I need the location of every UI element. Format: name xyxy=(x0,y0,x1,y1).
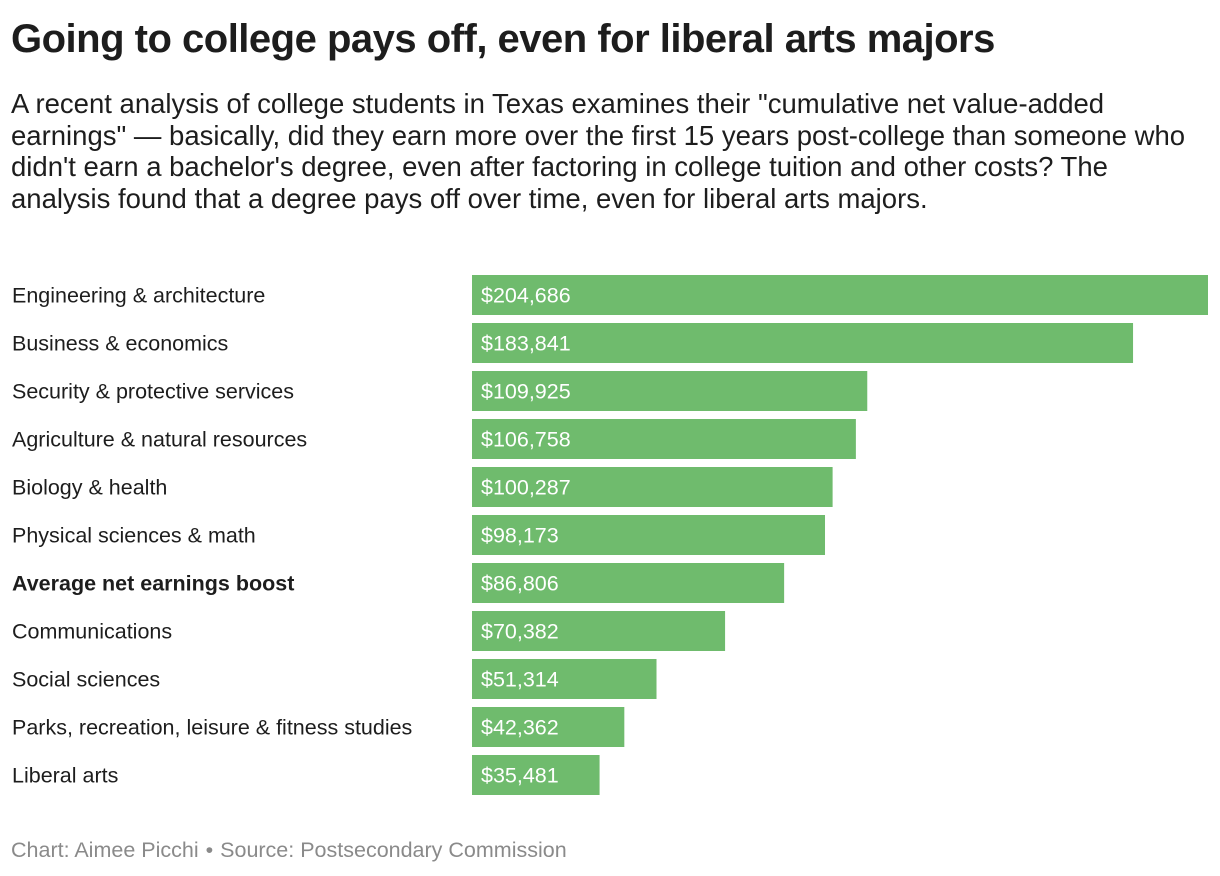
bar xyxy=(472,323,1134,363)
bar xyxy=(472,659,657,699)
bar-chart: Engineering & architecture $204,686 Busine… xyxy=(12,275,1208,795)
bar-value-label: $98,173 xyxy=(481,524,559,548)
category-label: Physical sciences & math xyxy=(12,524,256,548)
bar-value-label: $70,382 xyxy=(481,620,559,644)
bar-value-label: $86,806 xyxy=(481,572,559,596)
bar-value-label: $204,686 xyxy=(481,284,571,308)
category-label: Engineering & architecture xyxy=(12,284,265,308)
bar xyxy=(472,275,1208,315)
bar-value-label: $183,841 xyxy=(481,332,571,356)
category-label: Biology & health xyxy=(12,476,167,500)
bar xyxy=(472,611,726,651)
bar-value-label: $35,481 xyxy=(481,764,559,788)
bar-value-label: $106,758 xyxy=(481,428,571,452)
bar xyxy=(472,515,826,555)
category-label: Business & economics xyxy=(12,332,228,356)
category-label: Agriculture & natural resources xyxy=(12,428,307,452)
category-label: Security & protective services xyxy=(12,380,294,404)
bar xyxy=(472,563,785,603)
chart-credit: Chart: Aimee Picchi xyxy=(11,838,199,862)
bar-value-label: $51,314 xyxy=(481,668,559,692)
category-label: Average net earnings boost xyxy=(12,572,294,596)
chart-source: Source: Postsecondary Commission xyxy=(220,838,567,862)
bar xyxy=(472,371,868,411)
category-label: Liberal arts xyxy=(12,764,118,788)
bar-value-label: $100,287 xyxy=(481,476,571,500)
bar xyxy=(472,755,600,795)
category-label: Social sciences xyxy=(12,668,160,692)
category-label: Communications xyxy=(12,620,172,644)
bar xyxy=(472,419,856,459)
chart-footer: Chart: Aimee Picchi • Source: Postsecondar… xyxy=(11,836,1211,864)
category-label: Parks, recreation, leisure & fitness stu… xyxy=(12,716,412,740)
bar xyxy=(472,707,625,747)
chart-title: Going to college pays off, even for libe… xyxy=(11,17,995,61)
bar-value-label: $42,362 xyxy=(481,716,559,740)
bar xyxy=(472,467,833,507)
bar-value-label: $109,925 xyxy=(481,380,571,404)
footer-separator: • xyxy=(205,838,214,862)
chart-subtitle: A recent analysis of college students in… xyxy=(11,88,1186,214)
